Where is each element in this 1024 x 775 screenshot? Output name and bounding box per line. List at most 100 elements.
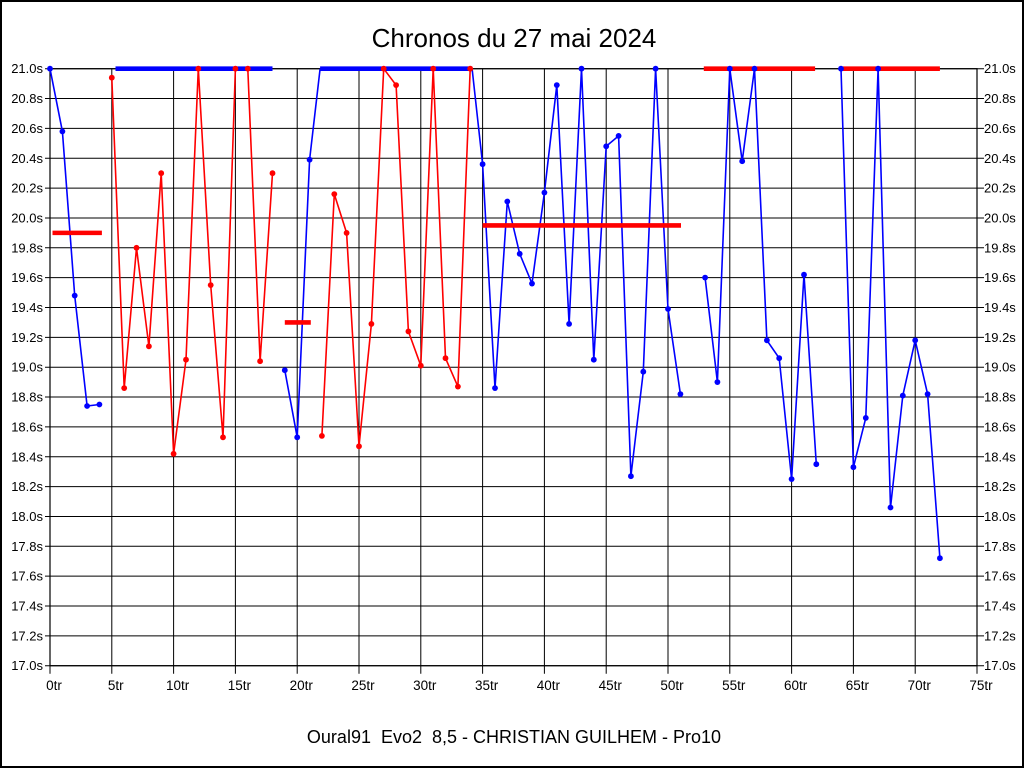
blue-laps-point: [776, 355, 783, 362]
chart-title: Chronos du 27 mai 2024: [372, 23, 657, 53]
blue-laps-point: [578, 65, 585, 72]
red-laps-point: [343, 230, 350, 236]
red-laps-point: [368, 321, 375, 327]
blue-laps-point: [801, 271, 807, 278]
red-laps-point: [121, 385, 128, 391]
y-tick-label-left: 20.0s: [11, 210, 43, 225]
red-series-lines: [111, 66, 471, 454]
blue-laps-point: [628, 473, 634, 480]
x-tick-label: 20tr: [290, 678, 314, 693]
blue-laps-point: [590, 356, 597, 363]
blue-laps-segment: [49, 68, 100, 407]
x-tick-label: 25tr: [351, 678, 375, 693]
blue-laps-point: [84, 403, 90, 409]
red-laps-point: [393, 82, 399, 88]
y-tick-label-left: 18.0s: [11, 509, 43, 524]
blue-laps-point: [788, 476, 795, 482]
red-laps-point: [257, 358, 263, 365]
blue-laps-point: [59, 128, 66, 135]
x-tick-label: 65tr: [846, 678, 870, 693]
blue-laps-point: [652, 65, 659, 72]
y-tick-label-right: 19.6s: [984, 270, 1016, 285]
red-laps-point: [220, 434, 226, 441]
blue-laps-point: [714, 379, 721, 385]
blue-laps-point: [47, 65, 53, 72]
blue-laps-point: [529, 280, 535, 287]
red-series-markers: [108, 65, 474, 457]
x-tick-label: 10tr: [166, 678, 190, 693]
y-tick-label-right: 18.0s: [984, 509, 1016, 524]
y-tick-label-left: 17.2s: [11, 628, 43, 643]
blue-laps-point: [665, 306, 671, 312]
x-tick-label: 45tr: [599, 678, 623, 693]
y-tick-label-right: 17.6s: [984, 569, 1016, 584]
red-laps-point: [244, 65, 251, 72]
y-tick-label-left: 21.0s: [11, 61, 43, 76]
chart-caption: Oural91 Evo2 8,5 - CHRISTIAN GUILHEM - P…: [307, 727, 721, 747]
blue-laps-point: [566, 321, 572, 327]
red-laps-point: [417, 362, 424, 369]
x-tick-label: 40tr: [537, 678, 561, 693]
blue-laps-point: [875, 65, 881, 72]
blue-laps-point: [541, 189, 548, 196]
blue-laps-point: [306, 156, 313, 163]
blue-laps-point: [887, 504, 894, 511]
red-laps-point: [319, 433, 325, 439]
y-tick-label-right: 18.6s: [984, 419, 1016, 434]
blue-laps-segment: [471, 68, 682, 477]
red-laps-point: [195, 65, 202, 72]
red-laps-point: [170, 450, 177, 457]
y-tick-label-left: 17.4s: [11, 599, 43, 614]
red-laps-point: [269, 170, 276, 177]
blue-laps-segment: [704, 68, 818, 480]
blue-series-lines: [49, 68, 941, 559]
y-tick-label-left: 19.8s: [11, 240, 43, 255]
chart-grid: [45, 68, 984, 674]
y-tick-label-right: 17.4s: [984, 599, 1016, 614]
y-tick-label-right: 18.4s: [984, 449, 1016, 464]
red-laps-point: [133, 244, 140, 251]
blue-laps-point: [96, 401, 103, 408]
red-laps-segment: [111, 67, 274, 454]
y-tick-label-left: 18.6s: [11, 419, 43, 434]
red-laps-segment: [321, 66, 471, 447]
blue-laps-point: [504, 198, 511, 205]
y-tick-label-right: 18.8s: [984, 390, 1016, 405]
y-tick-label-right: 19.0s: [984, 360, 1016, 375]
blue-laps-point: [899, 392, 906, 399]
y-tick-label-left: 20.2s: [11, 181, 43, 196]
red-laps-point: [207, 282, 214, 288]
x-tick-label: 0tr: [46, 678, 62, 693]
y-tick-label-right: 20.2s: [984, 181, 1016, 196]
blue-laps-point: [937, 555, 943, 562]
blue-laps-point: [862, 415, 869, 421]
red-laps-point: [331, 191, 338, 198]
y-tick-label-right: 20.6s: [984, 121, 1016, 136]
x-tick-label: 75tr: [969, 678, 993, 693]
x-tick-label: 60tr: [784, 678, 808, 693]
plot-frame: [49, 68, 978, 667]
y-tick-label-right: 21.0s: [984, 61, 1016, 76]
x-tick-label: 30tr: [413, 678, 437, 693]
y-tick-label-left: 17.8s: [11, 539, 43, 554]
red-laps-point: [356, 443, 362, 450]
y-tick-label-left: 18.4s: [11, 449, 43, 464]
blue-laps-point: [479, 161, 486, 168]
red-laps-point: [405, 328, 412, 335]
y-tick-label-right: 19.2s: [984, 330, 1016, 345]
x-tick-label: 5tr: [108, 678, 124, 693]
blue-laps-segment: [840, 68, 941, 559]
blue-laps-point: [702, 274, 708, 281]
red-laps-point: [442, 355, 449, 362]
y-tick-label-right: 17.0s: [984, 658, 1016, 673]
red-laps-point: [158, 170, 165, 177]
red-laps-point: [467, 65, 474, 72]
blue-laps-point: [603, 143, 610, 150]
blue-laps-point: [281, 367, 288, 374]
y-tick-label-left: 19.0s: [11, 360, 43, 375]
y-tick-label-left: 17.6s: [11, 569, 43, 584]
axis-tick-labels: 21.0s 21.0s 20.8s 20.8s 20.6s 20.6s 20.4s 20.4s…: [11, 61, 1016, 693]
blue-laps-point: [751, 65, 758, 72]
blue-laps-point: [739, 158, 746, 165]
